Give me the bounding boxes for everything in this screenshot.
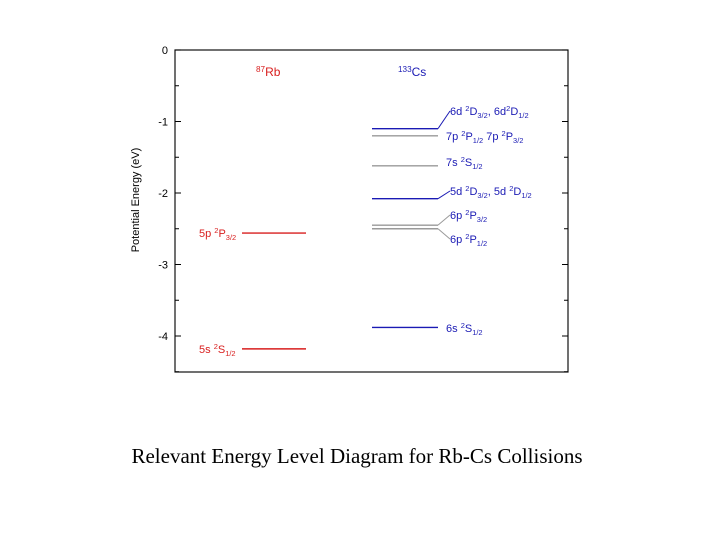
- energy-level-label: 7s 2S1/2: [446, 155, 483, 171]
- column-header-cs: 133Cs: [398, 65, 426, 79]
- energy-level-label: 7p 2P1/2 7p 2P3/2: [446, 129, 523, 145]
- energy-level-label: 6d 2D3/2, 6d2D1/2: [450, 104, 529, 120]
- energy-level-label: 5d 2D3/2, 5d 2D1/2: [450, 184, 532, 200]
- y-axis-label: Potential Energy (eV): [130, 148, 142, 253]
- energy-level-diagram: 0 -1 -2 -3 -4 Potential Energy (eV) 87Rb 133C…: [130, 45, 569, 373]
- y-tick-label: -2: [158, 188, 168, 200]
- y-axis: 0 -1 -2 -3 -4: [158, 45, 568, 373]
- y-tick-label: -1: [158, 117, 168, 129]
- label-leader-line: [437, 110, 451, 129]
- energy-level-label: 5s 2S1/2: [199, 342, 236, 358]
- y-tick-label: -3: [158, 260, 168, 272]
- label-leader-line: [437, 214, 451, 226]
- y-tick-label: -4: [158, 331, 168, 343]
- column-header-rb: 87Rb: [256, 65, 281, 79]
- energy-level-label: 6s 2S1/2: [446, 321, 483, 337]
- energy-levels: 5p 2P3/2 5s 2S1/2 6d 2D3/2, 6d2D1/2 7p 2P1/…: [199, 104, 532, 358]
- column-headers: 87Rb 133Cs: [256, 65, 426, 79]
- figure-caption: Relevant Energy Level Diagram for Rb-Cs …: [131, 444, 583, 468]
- energy-level-label: 5p 2P3/2: [199, 226, 236, 242]
- label-leader-line: [437, 228, 451, 240]
- plot-frame: [174, 49, 569, 373]
- y-tick-label: 0: [162, 45, 168, 57]
- label-leader-line: [437, 190, 451, 200]
- energy-level-label: 6p 2P1/2: [450, 232, 487, 248]
- energy-level-label: 6p 2P3/2: [450, 208, 487, 224]
